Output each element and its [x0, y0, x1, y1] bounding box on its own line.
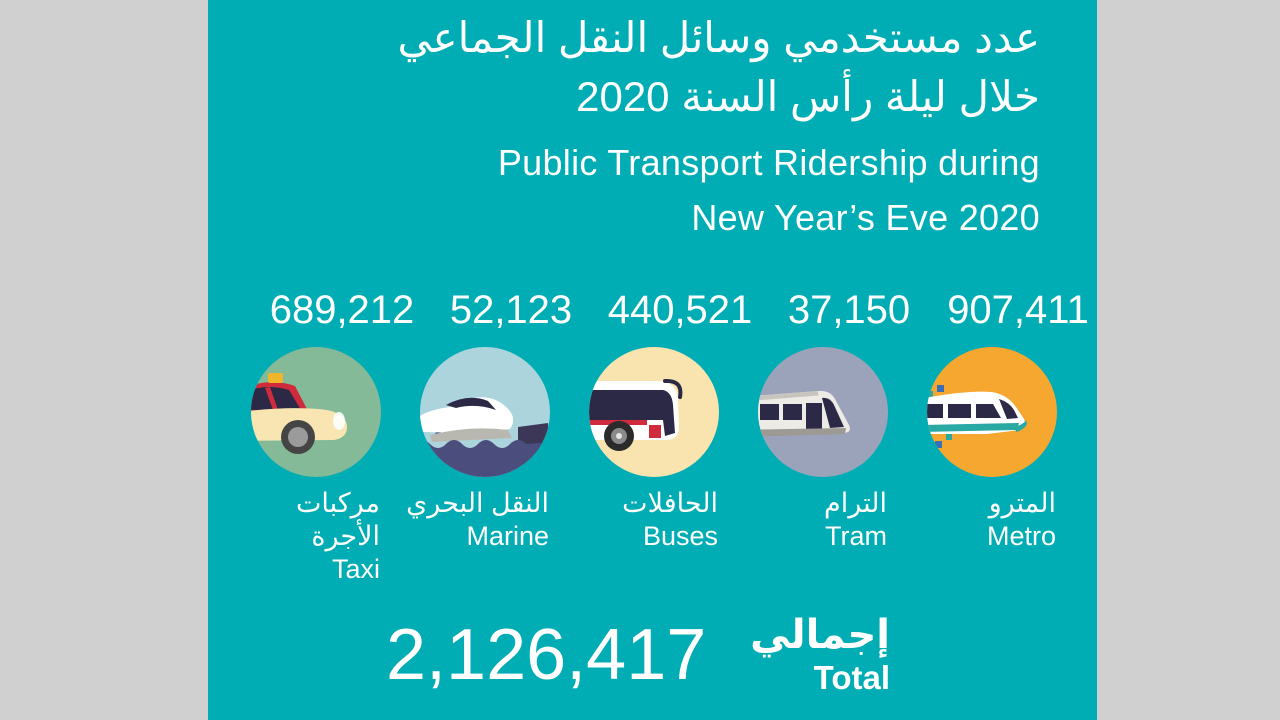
- boat-icon: [420, 397, 550, 477]
- mode-column-tram: 37,150 الترام Tram: [743, 285, 910, 586]
- title-arabic-line2: خلال ليلة رأس السنة 2020: [576, 73, 1040, 120]
- taxi-label-arabic: مركبات الأجرة: [295, 488, 380, 551]
- modes-row: 689,212 مركبات الأجرة Taxi: [236, 285, 1089, 586]
- metro-label-arabic: المترو: [988, 488, 1056, 518]
- tram-circle: [758, 347, 888, 477]
- letterbox-right: [1097, 0, 1280, 720]
- metro-ridership-value: 907,411: [947, 288, 1089, 332]
- metro-labels: المترو Metro: [912, 487, 1072, 553]
- taxi-ridership-value: 689,212: [269, 288, 415, 332]
- metro-circle: [927, 347, 1057, 477]
- bus-icon: [589, 378, 683, 451]
- buses-circle: [589, 347, 719, 477]
- letterbox-left: [0, 0, 208, 720]
- buses-labels: الحافلات Buses: [574, 487, 734, 553]
- infographic-panel: عدد مستخدمي وسائل النقل الجماعي خلال ليل…: [208, 0, 1097, 720]
- taxi-labels: مركبات الأجرة Taxi: [236, 487, 396, 586]
- metro-icon: [927, 385, 1027, 448]
- tram-ridership-value: 37,150: [787, 288, 911, 332]
- tram-labels: الترام Tram: [743, 487, 903, 553]
- title-block: عدد مستخدمي وسائل النقل الجماعي خلال ليل…: [398, 8, 1040, 245]
- total-value: 2,126,417: [386, 615, 707, 695]
- title-english-line2: New Year’s Eve 2020: [691, 197, 1040, 238]
- buses-ridership-value: 440,521: [607, 288, 753, 332]
- tram-label-english: Tram: [825, 521, 887, 551]
- title-english-line1: Public Transport Ridership during: [497, 142, 1040, 183]
- tram-icon: [758, 390, 850, 437]
- taxi-label-english: Taxi: [331, 554, 380, 584]
- taxi-icon: [251, 373, 348, 454]
- mode-column-metro: 907,411: [912, 285, 1089, 586]
- total-label-arabic: إجمالي: [750, 613, 890, 657]
- buses-label-arabic: الحافلات: [622, 488, 718, 518]
- mode-column-marine: 52,123 النقل البحري Marine: [405, 285, 572, 586]
- title-arabic-line1: عدد مستخدمي وسائل النقل الجماعي: [397, 14, 1040, 61]
- taxi-circle: [251, 347, 381, 477]
- marine-circle: [420, 347, 550, 477]
- total-labels: إجمالي Total: [750, 610, 890, 696]
- mode-column-taxi: 689,212 مركبات الأجرة Taxi: [236, 285, 414, 586]
- buses-label-english: Buses: [642, 521, 718, 551]
- mode-column-buses: 440,521 الحافلات Buses: [574, 285, 752, 586]
- total-label-english: Total: [813, 659, 890, 696]
- metro-label-english: Metro: [986, 521, 1056, 551]
- marine-label-english: Marine: [466, 521, 549, 551]
- marine-label-arabic: النقل البحري: [406, 488, 549, 518]
- tram-label-arabic: الترام: [824, 488, 887, 518]
- marine-ridership-value: 52,123: [449, 288, 573, 332]
- marine-labels: النقل البحري Marine: [405, 487, 565, 553]
